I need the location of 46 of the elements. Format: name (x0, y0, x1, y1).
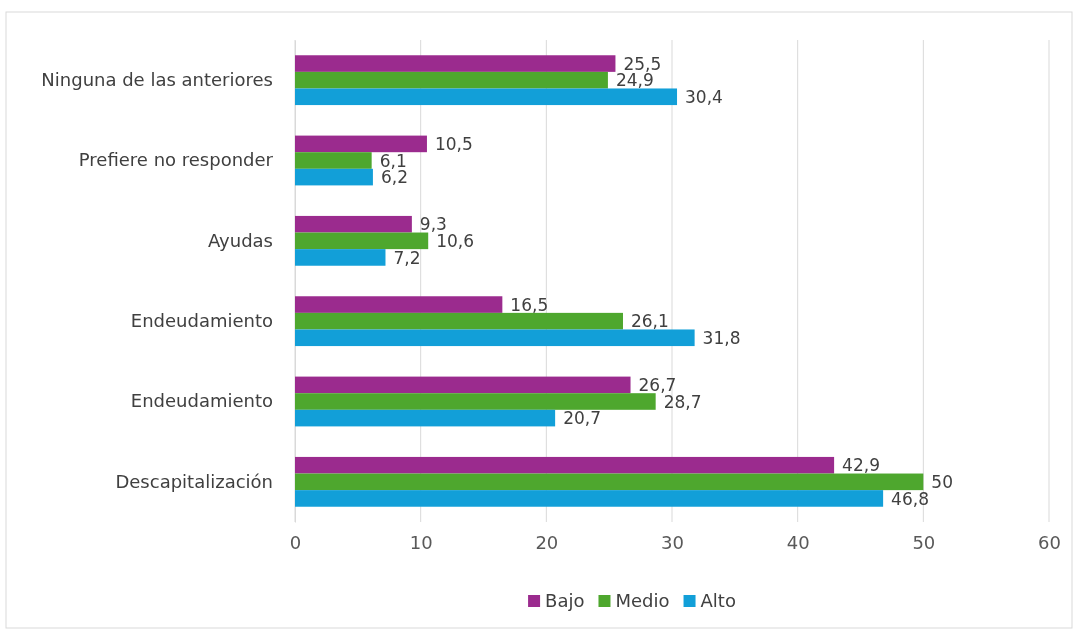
data-label: 26,1 (630, 311, 669, 332)
bar (295, 249, 386, 266)
y-tick-label: Ninguna de las anteriores (41, 68, 273, 90)
x-tick-label: 50 (912, 531, 936, 553)
y-tick-label: Descapitalización (115, 470, 273, 492)
data-label: 16,5 (510, 294, 549, 315)
x-tick-label: 10 (409, 531, 433, 553)
bar (295, 88, 678, 106)
data-label: 42,9 (842, 455, 880, 476)
y-tick-label: Ayudas (208, 229, 273, 251)
data-label: 20,7 (563, 408, 601, 429)
data-label: 31,8 (702, 327, 741, 348)
x-tick-label: 0 (289, 531, 302, 553)
data-label: 30,4 (685, 86, 723, 107)
bar (295, 168, 373, 186)
y-tick-label: Prefiere no responder (78, 149, 274, 171)
bar (295, 456, 835, 474)
bar (295, 55, 616, 72)
bar (295, 329, 695, 347)
bar (295, 152, 372, 169)
legend-label: Medio (615, 590, 670, 612)
data-label: 46,8 (891, 488, 929, 509)
bar (295, 393, 656, 410)
x-tick-label: 30 (661, 531, 684, 553)
bar (295, 215, 412, 233)
data-label: 25,5 (623, 53, 662, 74)
bar (295, 490, 884, 507)
data-label: 6,1 (379, 150, 407, 171)
bar (295, 296, 503, 313)
bar (295, 71, 608, 89)
y-tick-label: Endeudamiento (130, 390, 273, 412)
data-label: 10,5 (434, 134, 473, 155)
legend-label: Alto (700, 590, 736, 612)
bar (295, 409, 556, 427)
bar (295, 232, 429, 250)
bar (295, 135, 427, 153)
legend-label: Bajo (545, 590, 585, 612)
bar (295, 473, 924, 491)
data-label: 50 (931, 471, 953, 492)
x-tick-label: 40 (786, 531, 810, 553)
x-tick-label: 20 (535, 531, 559, 553)
bar (295, 312, 623, 330)
x-tick-label: 60 (1038, 531, 1061, 553)
y-tick-label: Endeudamiento (130, 309, 273, 331)
data-label: 7,2 (393, 247, 421, 268)
bar (295, 376, 631, 394)
